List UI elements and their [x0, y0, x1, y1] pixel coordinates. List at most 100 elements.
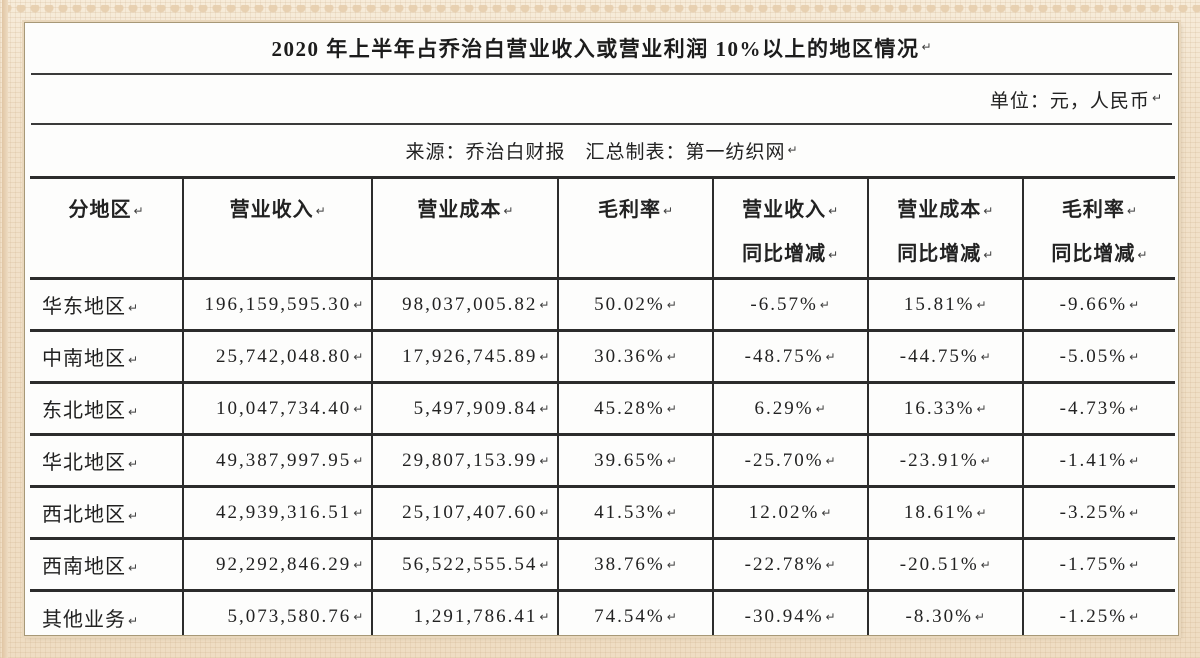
- cell-cost: 1,291,786.41 ↵: [371, 589, 560, 635]
- header-margin-yoy: 毛利率 ↵ 同比增减 ↵: [1021, 176, 1175, 279]
- frame-scallop-band: [0, 5, 1200, 16]
- cell-margin: 74.54% ↵: [557, 589, 714, 635]
- unit-note: 单位：元，人民币 ↵: [25, 75, 1178, 123]
- region-financial-table: 分地区 ↵ 营业收入 ↵ 营业成本 ↵ 毛利率 ↵ 营业收入 ↵ 同比增减 ↵ 营业成本 ↵: [30, 176, 1175, 635]
- paragraph-mark: ↵: [666, 297, 677, 312]
- paragraph-mark: ↵: [787, 142, 798, 157]
- cell-cost: 29,807,153.99 ↵: [371, 433, 560, 487]
- paragraph-mark: ↵: [1129, 297, 1140, 312]
- paragraph-mark: ↵: [539, 453, 550, 468]
- cell-revenue-yoy: -48.75% ↵: [711, 329, 869, 383]
- cell-cost-yoy: -8.30% ↵: [866, 589, 1024, 635]
- header-revenue-yoy: 营业收入 ↵ 同比增减 ↵: [711, 176, 869, 279]
- paragraph-mark: ↵: [825, 453, 836, 468]
- cell-margin-yoy: -9.66% ↵: [1021, 277, 1175, 331]
- cell-region: 华北地区 ↵: [30, 433, 185, 487]
- paragraph-mark: ↵: [353, 505, 364, 520]
- cell-revenue: 25,742,048.80 ↵: [182, 329, 374, 383]
- paragraph-mark: ↵: [353, 453, 364, 468]
- cell-revenue-yoy: -22.78% ↵: [711, 537, 869, 591]
- cell-margin: 45.28% ↵: [557, 381, 714, 435]
- document-page: 2020 年上半年占乔治白营业收入或营业利润 10%以上的地区情况 ↵ 单位：元，…: [24, 22, 1179, 636]
- cell-region: 其他业务 ↵: [30, 589, 185, 635]
- paragraph-mark: ↵: [825, 557, 836, 572]
- cell-revenue: 5,073,580.76 ↵: [182, 589, 374, 635]
- table-row: 西北地区 ↵ 42,939,316.51 ↵ 25,107,407.60 ↵ 41.5…: [30, 485, 1175, 539]
- paragraph-mark: ↵: [353, 401, 364, 416]
- paragraph-mark: ↵: [539, 610, 550, 625]
- paragraph-mark: ↵: [128, 509, 139, 523]
- cell-cost-yoy: 16.33% ↵: [866, 381, 1024, 435]
- paragraph-mark: ↵: [825, 610, 836, 625]
- paragraph-mark: ↵: [128, 405, 139, 419]
- paragraph-mark: ↵: [974, 610, 985, 625]
- paragraph-mark: ↵: [1151, 91, 1162, 105]
- paragraph-mark: ↵: [539, 557, 550, 572]
- frame-left-stripe: [2, 0, 8, 658]
- paragraph-mark: ↵: [666, 349, 677, 364]
- paragraph-mark: ↵: [980, 349, 991, 364]
- paragraph-mark: ↵: [1129, 505, 1140, 520]
- paragraph-mark: ↵: [666, 401, 677, 416]
- cell-margin: 39.65% ↵: [557, 433, 714, 487]
- cell-cost-yoy: -44.75% ↵: [866, 329, 1024, 383]
- cell-margin-yoy: -5.05% ↵: [1021, 329, 1175, 383]
- table-row: 其他业务 ↵ 5,073,580.76 ↵ 1,291,786.41 ↵ 74.54%…: [30, 589, 1175, 635]
- cell-cost-yoy: -23.91% ↵: [866, 433, 1024, 487]
- cell-revenue: 42,939,316.51 ↵: [182, 485, 374, 539]
- cell-region: 华东地区 ↵: [30, 277, 185, 331]
- page-title-text: 2020 年上半年占乔治白营业收入或营业利润 10%以上的地区情况: [271, 37, 920, 61]
- paragraph-mark: ↵: [666, 453, 677, 468]
- paragraph-mark: ↵: [821, 505, 832, 520]
- cell-region: 中南地区 ↵: [30, 329, 185, 383]
- paragraph-mark: ↵: [539, 349, 550, 364]
- cell-margin-yoy: -1.41% ↵: [1021, 433, 1175, 487]
- cell-margin-yoy: -1.25% ↵: [1021, 589, 1175, 635]
- paragraph-mark: ↵: [128, 561, 139, 575]
- source-note: 来源：乔治白财报 汇总制表：第一纺织网 ↵: [25, 125, 1178, 176]
- paragraph-mark: ↵: [128, 353, 139, 367]
- cell-margin: 41.53% ↵: [557, 485, 714, 539]
- paragraph-mark: ↵: [815, 401, 826, 416]
- paragraph-mark: ↵: [980, 453, 991, 468]
- paragraph-mark: ↵: [133, 204, 144, 218]
- cell-revenue: 49,387,997.95 ↵: [182, 433, 374, 487]
- unit-note-text: 单位：元，人民币: [989, 90, 1150, 112]
- paragraph-mark: ↵: [976, 297, 987, 312]
- paragraph-mark: ↵: [315, 204, 326, 218]
- paragraph-mark: ↵: [1126, 204, 1137, 218]
- page-title: 2020 年上半年占乔治白营业收入或营业利润 10%以上的地区情况 ↵: [25, 23, 1178, 73]
- paragraph-mark: ↵: [825, 349, 836, 364]
- cell-cost: 98,037,005.82 ↵: [371, 277, 560, 331]
- paragraph-mark: ↵: [828, 204, 839, 218]
- table-row: 华东地区 ↵ 196,159,595.30 ↵ 98,037,005.82 ↵ 50.…: [30, 277, 1175, 331]
- cell-cost-yoy: 15.81% ↵: [866, 277, 1024, 331]
- paragraph-mark: ↵: [128, 613, 139, 628]
- paragraph-mark: ↵: [1129, 453, 1140, 468]
- cell-cost-yoy: 18.61% ↵: [866, 485, 1024, 539]
- table-row: 东北地区 ↵ 10,047,734.40 ↵ 5,497,909.84 ↵ 45.28…: [30, 381, 1175, 435]
- paragraph-mark: ↵: [353, 349, 364, 364]
- divider-under-unit: [31, 123, 1172, 125]
- paragraph-mark: ↵: [976, 401, 987, 416]
- cell-margin: 30.36% ↵: [557, 329, 714, 383]
- paragraph-mark: ↵: [539, 401, 550, 416]
- table-header-row: 分地区 ↵ 营业收入 ↵ 营业成本 ↵ 毛利率 ↵ 营业收入 ↵ 同比增减 ↵ 营业成本 ↵: [30, 176, 1175, 279]
- cell-revenue: 196,159,595.30 ↵: [182, 277, 374, 331]
- paragraph-mark: ↵: [1129, 610, 1140, 625]
- cell-cost: 25,107,407.60 ↵: [371, 485, 560, 539]
- paragraph-mark: ↵: [983, 248, 994, 262]
- cell-region: 西北地区 ↵: [30, 485, 185, 539]
- paragraph-mark: ↵: [353, 610, 364, 625]
- paragraph-mark: ↵: [828, 248, 839, 262]
- header-cost: 营业成本 ↵: [371, 176, 560, 279]
- paragraph-mark: ↵: [503, 204, 514, 218]
- header-region: 分地区 ↵: [30, 176, 185, 279]
- paragraph-mark: ↵: [980, 557, 991, 572]
- table-row: 中南地区 ↵ 25,742,048.80 ↵ 17,926,745.89 ↵ 30.3…: [30, 329, 1175, 383]
- cell-revenue: 10,047,734.40 ↵: [182, 381, 374, 435]
- source-note-text: 来源：乔治白财报 汇总制表：第一纺织网: [405, 142, 786, 163]
- paragraph-mark: ↵: [1129, 401, 1140, 416]
- paragraph-mark: ↵: [666, 610, 677, 625]
